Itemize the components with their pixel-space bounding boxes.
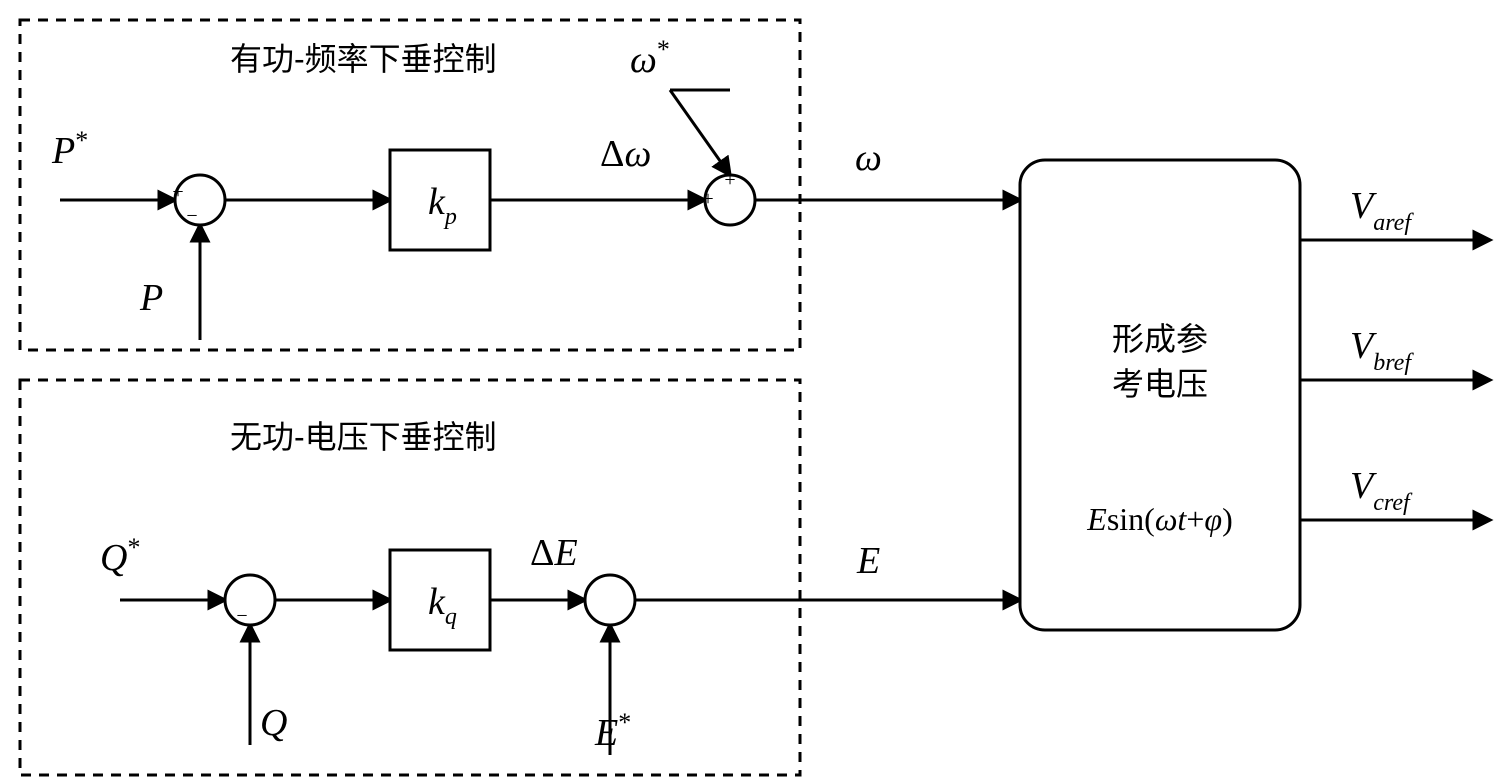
label-omega: ω: [855, 137, 882, 179]
label-Q: Q: [260, 702, 287, 744]
summing-junction: [585, 575, 635, 625]
refbox-line1: 形成参: [1112, 321, 1208, 357]
sign-label: −: [236, 605, 247, 627]
sign-label: +: [724, 169, 735, 191]
title-text: 无功-电压下垂控制: [230, 419, 497, 455]
label-delta-omega: Δω: [600, 133, 651, 175]
sign-label: +: [172, 181, 183, 203]
label-delta-E: ΔE: [530, 532, 578, 574]
title-text: 有功-频率下垂控制: [230, 41, 497, 77]
label-P: P: [139, 277, 163, 319]
label-E: E: [856, 540, 880, 582]
refbox-line2: 考电压: [1112, 366, 1208, 402]
droop-control-diagram: 有功-频率下垂控制无功-电压下垂控制+−++−kpkq形成参考电压Esin(ωt…: [0, 0, 1504, 784]
refbox-formula: Esin(ωt+φ): [1086, 501, 1232, 537]
sign-label: −: [186, 205, 197, 227]
sign-label: +: [702, 188, 713, 210]
summing-junction: [225, 575, 275, 625]
